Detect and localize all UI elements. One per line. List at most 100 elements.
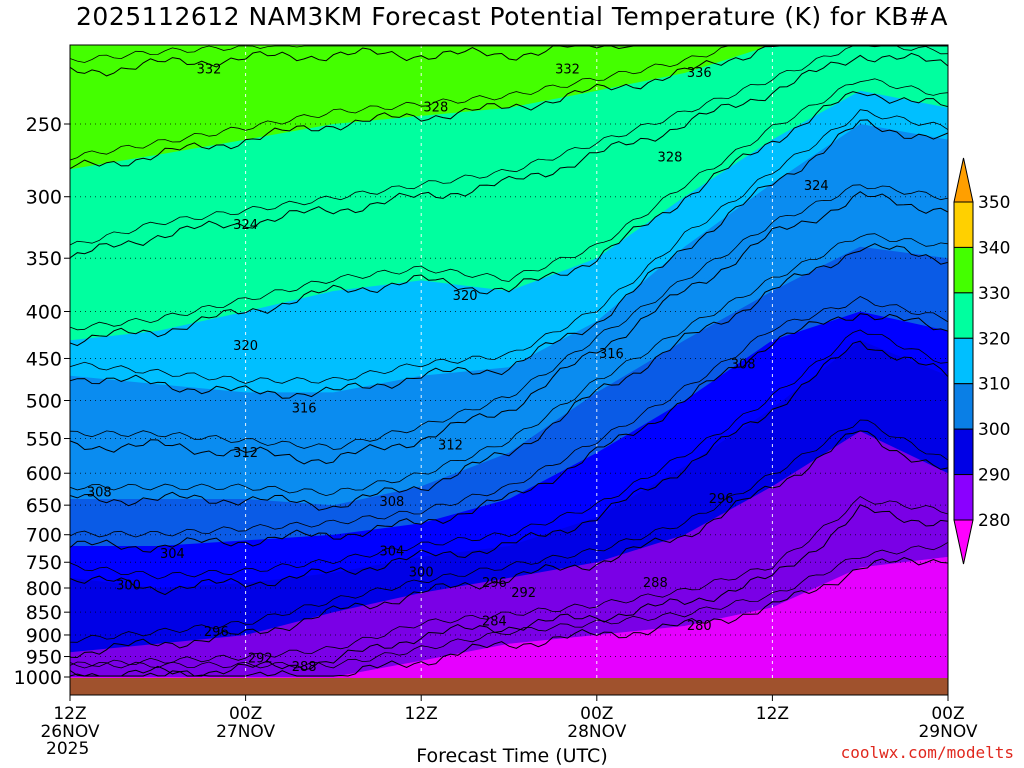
y-tick-label: 750 [26, 552, 62, 574]
contour-label: 332 [555, 62, 580, 77]
contour-label: 304 [160, 547, 185, 562]
contour-label: 300 [409, 566, 434, 581]
y-tick-label: 550 [26, 429, 62, 451]
colorbar-segment [953, 201, 974, 248]
colorbar-label: 330 [978, 284, 1010, 304]
colorbar-label: 300 [978, 420, 1010, 440]
isentrope-minor-308 [70, 233, 948, 497]
colorbar-bottom-arrow [953, 519, 974, 565]
isentrope-minor-288 [70, 541, 948, 669]
colorbar-top-arrow [953, 157, 974, 203]
x-tick-date: 28NOV [567, 722, 626, 742]
isentrope-320 [70, 91, 948, 347]
isentrope-contours [70, 45, 948, 677]
contour-label: 304 [380, 544, 405, 559]
contour-label: 280 [687, 619, 712, 634]
year-label: 2025 [46, 739, 90, 759]
contour-label: 288 [643, 576, 668, 591]
isentrope-288 [70, 556, 948, 677]
contour-label: 296 [709, 492, 734, 507]
y-tick-label: 350 [26, 248, 62, 270]
colorbar-label: 280 [978, 511, 1010, 531]
band-lowest [70, 556, 948, 678]
x-tick-label: 00Z [931, 704, 964, 724]
isentrope-minor-320 [70, 78, 948, 331]
x-tick-date: 26NOV [40, 722, 99, 742]
contour-label: 308 [87, 486, 112, 501]
y-tick-label: 1000 [14, 667, 62, 689]
contour-label: 284 [482, 614, 507, 629]
isentrope-minor-292 [70, 496, 948, 667]
y-tick-label: 600 [26, 463, 62, 485]
grid-lines [70, 45, 948, 678]
colorbar-segment [953, 383, 974, 430]
isentrope-308 [70, 243, 948, 511]
y-tick-label: 400 [26, 301, 62, 323]
x-tick-label: 00Z [229, 704, 262, 724]
isentrope-minor-332 [70, 45, 948, 63]
isentrope-292 [70, 504, 948, 677]
contour-label: 320 [233, 339, 258, 354]
x-tick-label: 12Z [53, 704, 86, 724]
y-tick-label: 700 [26, 525, 62, 547]
isentrope-minor-300 [70, 329, 948, 580]
contour-label: 288 [292, 660, 317, 675]
y-tick-label: 800 [26, 578, 62, 600]
watermark[interactable]: coolwx.com/modelts [840, 743, 1014, 762]
isentrope-296 [70, 430, 948, 659]
ground-strip [70, 678, 948, 695]
y-tick-label: 850 [26, 602, 62, 624]
chart-title: 2025112612 NAM3KM Forecast Potential Tem… [76, 2, 948, 31]
colorbar-label: 290 [978, 466, 1010, 486]
isentrope-304 [70, 313, 948, 553]
potential-temperature-shading [70, 45, 948, 678]
isentrope-324 [70, 52, 948, 259]
colorbar-segment [953, 337, 974, 385]
x-tick-date: 27NOV [216, 722, 275, 742]
y-tick-label: 250 [26, 114, 62, 136]
contour-label: 332 [197, 62, 222, 77]
colorbar-segment [953, 428, 974, 476]
isentrope-316 [70, 119, 948, 399]
contour-label: 324 [804, 179, 829, 194]
contour-label: 328 [423, 101, 448, 116]
contour-label: 296 [204, 625, 229, 640]
contour-label: 324 [233, 218, 258, 233]
contour-label: 316 [599, 347, 624, 362]
colorbar: 350 340 330 320 310 300 290 280 [953, 157, 1010, 565]
contour-label: 300 [116, 578, 141, 593]
contour-label: 296 [482, 576, 507, 591]
contour-label: 328 [658, 151, 683, 166]
contour-label: 308 [380, 495, 405, 510]
x-tick-label: 12Z [756, 704, 789, 724]
y-tick-label: 650 [26, 495, 62, 517]
x-tick-date: 29NOV [918, 722, 977, 742]
x-tick-label: 00Z [580, 704, 613, 724]
y-axis: 2503003504004505005506006507007508008509… [14, 114, 70, 689]
colorbar-label: 310 [978, 375, 1010, 395]
contour-label: 292 [248, 652, 273, 667]
contour-label: 308 [731, 358, 756, 373]
contour-label: 292 [511, 586, 536, 601]
y-tick-label: 500 [26, 391, 62, 413]
x-axis-title: Forecast Time (UTC) [416, 745, 608, 767]
y-tick-label: 900 [26, 625, 62, 647]
isentrope-312 [70, 191, 948, 465]
contour-label: 312 [438, 439, 463, 454]
y-tick-label: 450 [26, 348, 62, 370]
colorbar-label: 320 [978, 329, 1010, 349]
isentrope-minor-312 [70, 184, 948, 450]
colorbar-label: 350 [978, 193, 1010, 213]
colorbar-segment [953, 292, 974, 339]
plot-frame [69, 44, 949, 696]
y-tick-label: 300 [26, 187, 62, 209]
isentrope-minor-316 [70, 109, 948, 384]
contour-label: 336 [687, 66, 712, 81]
contour-labels: 332 332 336 328 328 324 324 320 320 316 316 308 312 3… [87, 62, 829, 675]
y-tick-label: 950 [26, 647, 62, 669]
colorbar-segment [953, 474, 974, 521]
colorbar-segment [953, 246, 974, 294]
isentrope-minor-296 [70, 419, 948, 643]
